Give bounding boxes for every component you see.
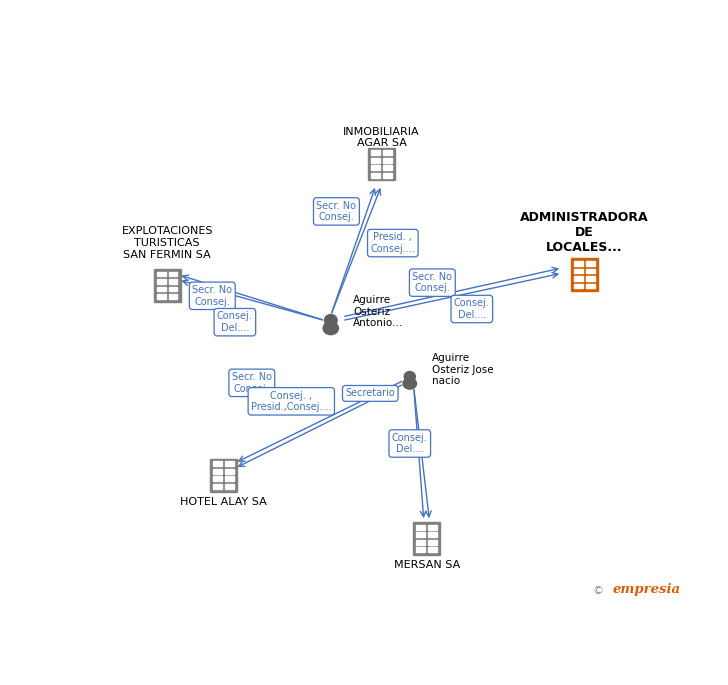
FancyBboxPatch shape xyxy=(574,261,583,266)
Text: Consej.
Del....: Consej. Del.... xyxy=(454,298,490,320)
FancyBboxPatch shape xyxy=(157,279,165,284)
Ellipse shape xyxy=(323,322,339,335)
Circle shape xyxy=(325,314,337,326)
FancyBboxPatch shape xyxy=(371,150,380,155)
FancyBboxPatch shape xyxy=(383,150,392,155)
FancyBboxPatch shape xyxy=(574,276,583,281)
Circle shape xyxy=(404,371,415,382)
FancyBboxPatch shape xyxy=(428,532,437,537)
Text: INMOBILIARIA
AGAR SA: INMOBILIARIA AGAR SA xyxy=(343,127,420,149)
FancyBboxPatch shape xyxy=(154,269,181,301)
FancyBboxPatch shape xyxy=(225,477,234,482)
FancyBboxPatch shape xyxy=(428,540,437,545)
FancyBboxPatch shape xyxy=(169,286,178,292)
FancyBboxPatch shape xyxy=(213,469,222,474)
FancyBboxPatch shape xyxy=(225,484,234,489)
FancyBboxPatch shape xyxy=(383,165,392,170)
Text: Consej.
Del....: Consej. Del.... xyxy=(217,312,253,333)
FancyBboxPatch shape xyxy=(213,462,222,466)
Text: Presid. ,
Consej....: Presid. , Consej.... xyxy=(371,232,415,254)
FancyBboxPatch shape xyxy=(586,284,595,288)
Text: MERSAN SA: MERSAN SA xyxy=(394,560,460,570)
FancyBboxPatch shape xyxy=(169,294,178,299)
FancyBboxPatch shape xyxy=(157,286,165,292)
FancyBboxPatch shape xyxy=(371,165,380,170)
FancyBboxPatch shape xyxy=(225,462,234,466)
FancyBboxPatch shape xyxy=(213,477,222,482)
FancyBboxPatch shape xyxy=(213,484,222,489)
Text: Consej.
Del....: Consej. Del.... xyxy=(392,433,427,454)
Text: Secr. No
Consej.: Secr. No Consej. xyxy=(192,285,232,307)
Text: Secr. No
Consej.: Secr. No Consej. xyxy=(317,201,357,222)
FancyBboxPatch shape xyxy=(586,269,595,273)
FancyBboxPatch shape xyxy=(574,284,583,288)
FancyBboxPatch shape xyxy=(414,522,440,555)
FancyBboxPatch shape xyxy=(157,271,165,277)
Text: ADMINISTRADORA
DE
LOCALES...: ADMINISTRADORA DE LOCALES... xyxy=(521,211,649,254)
FancyBboxPatch shape xyxy=(571,258,598,291)
FancyBboxPatch shape xyxy=(225,469,234,474)
FancyBboxPatch shape xyxy=(416,540,425,545)
FancyBboxPatch shape xyxy=(371,173,380,177)
FancyBboxPatch shape xyxy=(428,525,437,530)
Text: Aguirre
Osteriz
Antonio...: Aguirre Osteriz Antonio... xyxy=(353,295,403,328)
FancyBboxPatch shape xyxy=(416,547,425,552)
FancyBboxPatch shape xyxy=(586,261,595,266)
FancyBboxPatch shape xyxy=(574,269,583,273)
FancyBboxPatch shape xyxy=(428,547,437,552)
FancyBboxPatch shape xyxy=(586,276,595,281)
Text: Secretario: Secretario xyxy=(345,388,395,399)
FancyBboxPatch shape xyxy=(383,158,392,162)
FancyBboxPatch shape xyxy=(169,271,178,277)
FancyBboxPatch shape xyxy=(416,525,425,530)
Text: empresia: empresia xyxy=(613,584,681,597)
FancyBboxPatch shape xyxy=(371,158,380,162)
FancyBboxPatch shape xyxy=(416,532,425,537)
FancyBboxPatch shape xyxy=(157,294,165,299)
FancyBboxPatch shape xyxy=(169,279,178,284)
Text: ©: © xyxy=(593,586,608,597)
Text: Secr. No
Consej.: Secr. No Consej. xyxy=(412,272,452,293)
Text: HOTEL ALAY SA: HOTEL ALAY SA xyxy=(181,497,267,506)
Text: Secr. No
Consej.: Secr. No Consej. xyxy=(232,372,272,394)
Text: EXPLOTACIONES
TURISTICAS
SAN FERMIN SA: EXPLOTACIONES TURISTICAS SAN FERMIN SA xyxy=(122,227,213,260)
FancyBboxPatch shape xyxy=(383,173,392,177)
Text: Aguirre
Osteriz Jose
nacio: Aguirre Osteriz Jose nacio xyxy=(432,353,494,386)
FancyBboxPatch shape xyxy=(368,147,395,180)
FancyBboxPatch shape xyxy=(210,459,237,492)
Text: Consej. ,
Presid.,Consej....: Consej. , Presid.,Consej.... xyxy=(251,390,331,412)
Ellipse shape xyxy=(403,378,416,389)
